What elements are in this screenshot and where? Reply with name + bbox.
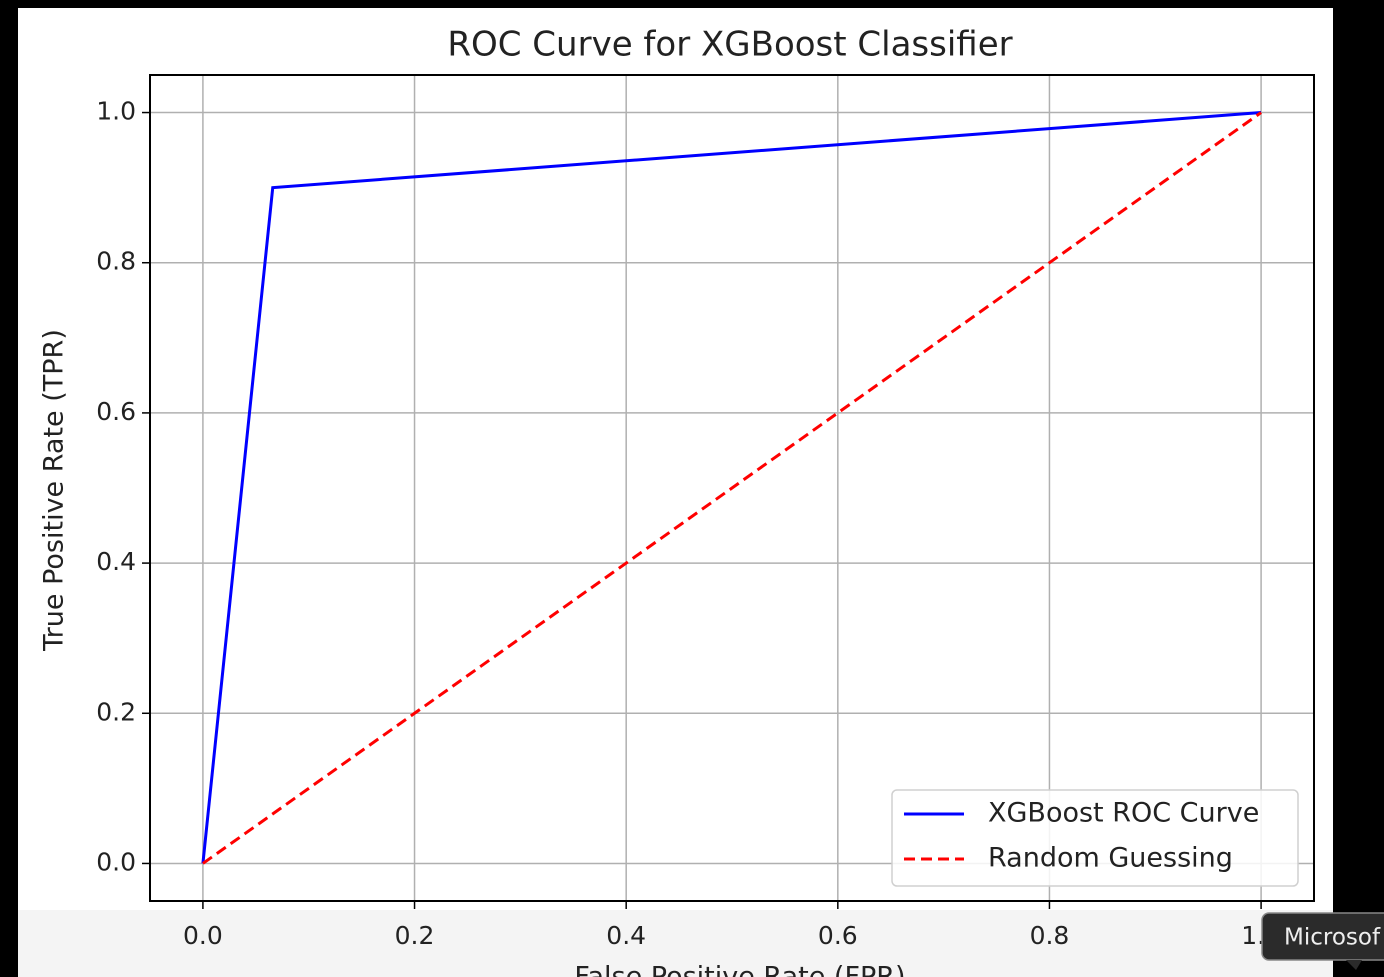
x-axis-label: False Positive Rate (FPR): [574, 962, 905, 977]
y-tick-label: 0.0: [96, 847, 136, 876]
tooltip-text: Microsof: [1284, 925, 1381, 951]
y-tick-label: 0.2: [96, 697, 136, 726]
x-tick-label: 0.2: [395, 921, 435, 950]
y-tick-label: 0.4: [96, 547, 136, 576]
y-tick-label: 0.8: [96, 247, 136, 276]
y-tick-label: 0.6: [96, 397, 136, 426]
legend-box: [891, 789, 1299, 887]
legend-label: Random Guessing: [988, 843, 1233, 874]
series-line: [202, 111, 1262, 865]
x-tick-label: 0.0: [183, 921, 223, 950]
plot-frame: [149, 74, 1315, 902]
x-tick-label: 0.4: [606, 921, 646, 950]
plot: 0.0 0.2 0.4 0.6 0.8 1.00.00.20.40.60.81.0XGBo…: [96, 74, 1315, 950]
bottom-fade: [18, 910, 1333, 977]
tooltip-pointer: [1346, 960, 1362, 970]
legend-label: XGBoost ROC Curve: [988, 798, 1259, 829]
series-line: [201, 111, 1262, 864]
chart-title: ROC Curve for XGBoost Classifier: [447, 25, 1012, 65]
tooltip-box: [1261, 912, 1384, 961]
x-tick-label: 0.8: [1030, 921, 1070, 950]
y-axis-label: True Positive Rate (TPR): [39, 329, 70, 652]
x-tick-label: 0.6: [818, 921, 858, 950]
y-tick-label: 1.0: [96, 97, 136, 126]
tooltip: Microsof: [1261, 912, 1384, 970]
